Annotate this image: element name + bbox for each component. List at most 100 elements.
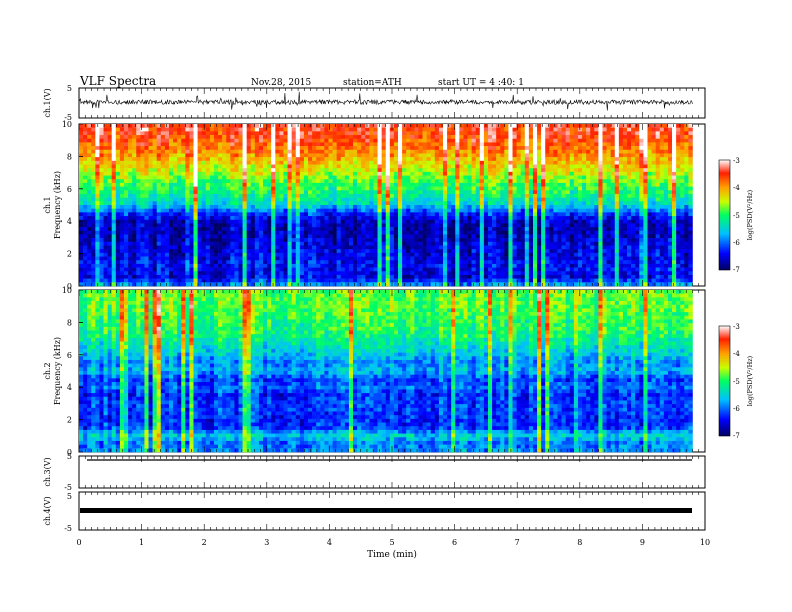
spectrogram-cell xyxy=(455,267,460,272)
spectrogram-cell xyxy=(197,164,202,169)
spectrogram-cell xyxy=(128,175,133,180)
spectrogram-cell xyxy=(87,157,92,162)
spectrogram-cell xyxy=(234,252,239,257)
spectrogram-cell xyxy=(83,164,88,169)
spectrogram-cell xyxy=(508,238,513,243)
spectrogram-cell xyxy=(303,260,309,265)
spectrogram-cell xyxy=(132,138,137,143)
spectrogram-cell xyxy=(234,271,239,276)
spectrogram-cell xyxy=(479,238,485,243)
spectrogram-cell xyxy=(123,149,129,154)
spectrogram-cell xyxy=(308,245,313,250)
spectrogram-cell xyxy=(381,197,387,202)
spectrogram-cell xyxy=(238,124,243,128)
spectrogram-cell xyxy=(299,241,305,246)
spectrogram-cell xyxy=(152,223,158,228)
spectrogram-cell xyxy=(532,168,538,173)
spectrogram-cell xyxy=(291,252,297,257)
spectrogram-cell xyxy=(303,127,309,132)
spectrogram-cell xyxy=(516,223,522,228)
spectrogram-cell xyxy=(226,171,231,176)
spectrogram-cell xyxy=(79,267,84,272)
spectrogram-cell xyxy=(123,219,129,224)
spectrogram-cell xyxy=(336,219,342,224)
spectrogram-cell xyxy=(377,274,382,279)
spectrogram-cell xyxy=(348,175,354,180)
spectrogram-cell xyxy=(430,230,436,235)
spectrogram-cell xyxy=(430,127,436,132)
spectrogram-cell xyxy=(128,219,133,224)
spectrogram-cell xyxy=(279,241,284,246)
spectrogram-cell xyxy=(279,190,284,195)
spectrogram-cell xyxy=(140,179,145,184)
spectrogram-cell xyxy=(177,205,182,209)
spectrogram-cell xyxy=(504,252,509,257)
spectrogram-cell xyxy=(152,175,158,180)
spectrogram-cell xyxy=(447,131,452,136)
spectrogram-cell xyxy=(119,157,125,162)
spectrogram-cell xyxy=(471,223,477,228)
spectrogram-cell xyxy=(316,149,321,154)
spectrogram-cell xyxy=(508,193,513,198)
spectrogram-cell xyxy=(398,252,403,257)
spectrogram-cell xyxy=(430,157,436,162)
spectrogram-cell xyxy=(312,197,317,202)
spectrogram-cell xyxy=(422,182,427,187)
spectrogram-cell xyxy=(410,230,415,235)
spectrogram-cell xyxy=(226,234,231,239)
spectrogram-cell xyxy=(258,175,264,180)
spectrogram-cell xyxy=(209,219,215,224)
spectrogram-cell xyxy=(500,252,505,257)
spectrogram-cell xyxy=(246,252,252,257)
spectrogram-cell xyxy=(132,245,137,250)
spectrogram-cell xyxy=(381,157,387,162)
spectrogram-cell xyxy=(258,197,264,202)
spectrogram-cell xyxy=(357,164,362,169)
spectrogram-cell xyxy=(222,124,227,128)
spectrogram-cell xyxy=(222,260,227,265)
spectrogram-cell xyxy=(177,160,182,165)
spectrogram-cell xyxy=(393,252,399,257)
spectrogram-cell xyxy=(447,182,452,187)
spectrogram-cell xyxy=(385,238,391,243)
spectrogram-cell xyxy=(377,252,382,257)
spectrogram-cell xyxy=(271,197,276,202)
spectrogram-cell xyxy=(263,168,268,173)
spectrogram-cell xyxy=(434,216,440,221)
spectrogram-cell xyxy=(353,252,358,257)
spectrogram-cell xyxy=(316,190,321,195)
spectrogram-cell xyxy=(189,135,194,140)
spectrogram-cell xyxy=(95,142,100,147)
spectrogram-cell xyxy=(398,267,403,272)
spectrogram-cell xyxy=(168,138,174,143)
spectrogram-cell xyxy=(524,216,530,221)
spectrogram-cell xyxy=(357,138,362,143)
spectrogram-cell xyxy=(447,249,452,254)
spectrogram-cell xyxy=(152,193,158,198)
spectrogram-cell xyxy=(381,171,387,176)
spectrogram-cell xyxy=(504,135,509,140)
spectrogram-cell xyxy=(312,278,317,283)
spectrogram-cell xyxy=(496,201,501,206)
spectrogram-cell xyxy=(451,278,456,283)
spectrogram-cell xyxy=(271,234,276,239)
spectrogram-cell xyxy=(389,267,395,272)
spectrogram-cell xyxy=(99,252,104,257)
spectrogram-cell xyxy=(483,223,489,228)
spectrogram-cell xyxy=(500,208,505,213)
spectrogram-cell xyxy=(254,168,260,173)
spectrogram-cell xyxy=(463,234,468,239)
spectrogram-cell xyxy=(422,190,427,195)
spectrogram-cell xyxy=(357,208,362,213)
spectrogram-cell xyxy=(115,230,121,235)
spectrogram-cell xyxy=(119,241,125,246)
spectrogram-cell xyxy=(193,267,198,272)
spectrogram-cell xyxy=(361,274,366,279)
spectrogram-cell xyxy=(238,234,243,239)
spectrogram-cell xyxy=(299,168,305,173)
spectrogram-cell xyxy=(209,260,215,265)
spectrogram-cell xyxy=(393,223,399,228)
spectrogram-cell xyxy=(115,157,121,162)
spectrogram-cell xyxy=(83,241,88,246)
spectrogram-cell xyxy=(95,260,100,265)
